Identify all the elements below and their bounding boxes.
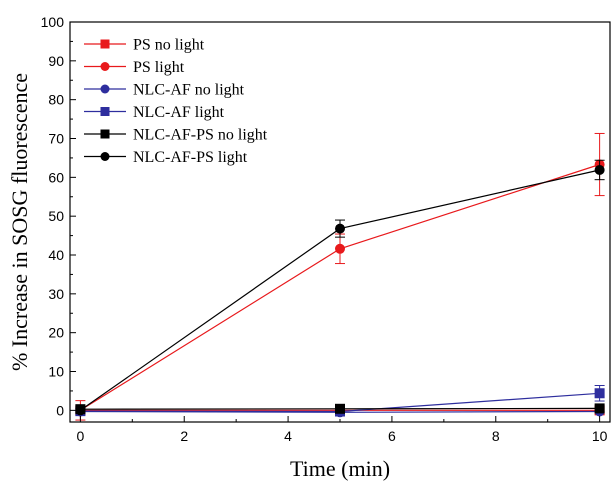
series-1: [75, 132, 605, 421]
legend-label: NLC-AF light: [133, 104, 225, 121]
legend-marker: [100, 84, 110, 94]
y-tick-label: 10: [48, 364, 64, 380]
legend-item: NLC-AF no light: [84, 82, 245, 99]
legend-marker: [100, 129, 110, 139]
legend-marker: [100, 107, 110, 116]
legend-item: PS no light: [84, 37, 205, 54]
y-tick-label: 80: [48, 92, 64, 108]
y-tick-label: 40: [48, 247, 64, 263]
data-point: [335, 243, 345, 254]
legend-label: NLC-AF-PS no light: [133, 127, 268, 144]
y-tick-label: 70: [48, 131, 64, 147]
series-line: [80, 163, 600, 411]
series-4: [75, 403, 605, 415]
legend-item: NLC-AF light: [84, 104, 225, 121]
y-axis-title: % Increase in SOSG fluorescence: [7, 73, 32, 371]
y-tick-label: 100: [41, 14, 65, 30]
y-tick-label: 60: [48, 169, 64, 185]
x-tick-label: 8: [492, 428, 500, 444]
y-tick-label: 50: [48, 208, 64, 224]
legend-label: PS light: [133, 59, 185, 76]
legend-marker: [100, 62, 110, 71]
legend-label: NLC-AF-PS light: [133, 149, 248, 166]
data-point: [594, 403, 605, 414]
x-tick-label: 2: [180, 428, 188, 444]
legend: PS no light PS light NLC-AF no light NLC-AF…: [84, 37, 268, 166]
x-tick-label: 6: [388, 428, 396, 444]
legend-label: NLC-AF no light: [133, 82, 245, 99]
data-point: [75, 405, 86, 416]
legend-marker: [100, 152, 110, 161]
x-axis-title: Time (min): [290, 456, 390, 481]
y-tick-label: 90: [48, 53, 64, 69]
data-point: [335, 403, 345, 414]
legend-label: PS no light: [133, 37, 205, 54]
data-point: [594, 164, 605, 175]
y-tick-label: 20: [48, 325, 64, 341]
legend-item: NLC-AF-PS no light: [84, 127, 268, 144]
series-5: [75, 159, 605, 416]
legend-marker: [100, 39, 110, 49]
x-tick-label: 10: [592, 428, 608, 444]
data-point: [335, 223, 345, 234]
legend-item: PS light: [84, 59, 185, 76]
y-tick-label: 0: [56, 402, 64, 418]
series-line: [80, 169, 600, 411]
y-tick-label: 30: [48, 286, 64, 302]
data-point: [594, 388, 605, 399]
legend-item: NLC-AF-PS light: [84, 149, 248, 166]
x-tick-label: 0: [76, 428, 84, 444]
x-tick-label: 4: [284, 428, 292, 444]
